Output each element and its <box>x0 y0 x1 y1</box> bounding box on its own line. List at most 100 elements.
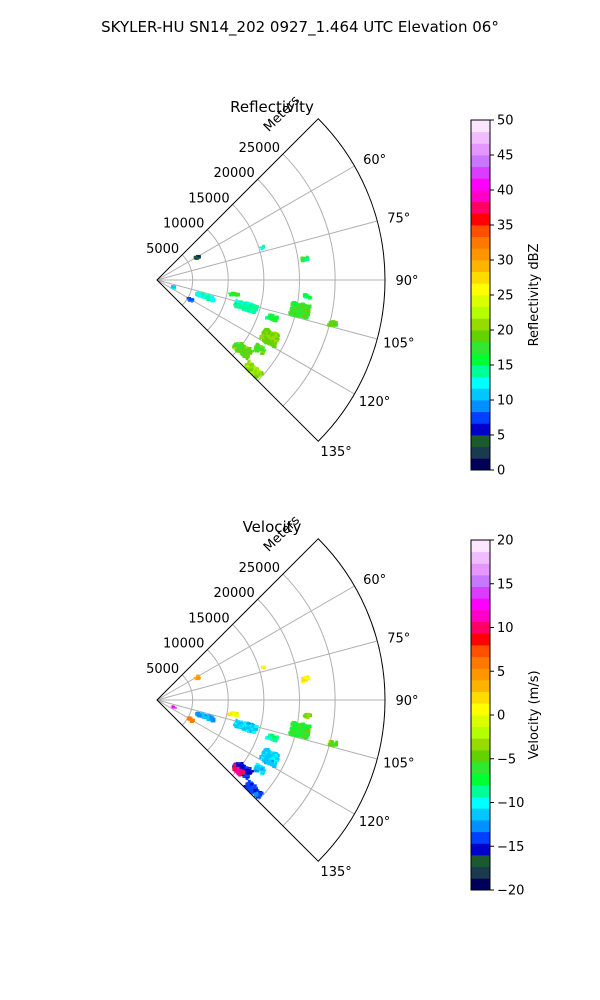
echo-gate <box>261 766 265 770</box>
echo-gate <box>299 307 303 312</box>
echo-gate <box>237 302 241 305</box>
echo-gate <box>276 757 279 761</box>
echo-gate <box>240 342 244 346</box>
echo-gate <box>256 762 259 766</box>
range-tick-label: 25000 <box>239 561 280 576</box>
echo-gate <box>207 295 210 299</box>
echo-gate <box>259 246 264 249</box>
echo-gate <box>250 783 253 786</box>
azimuth-gridline <box>156 699 378 760</box>
echo-gate <box>299 723 302 726</box>
echo-gate <box>172 707 177 709</box>
echo-cluster <box>259 747 280 769</box>
echo-gate <box>238 301 244 305</box>
echo-gate <box>195 712 201 715</box>
echo-gate <box>260 791 264 795</box>
colorbar-segment <box>471 680 490 693</box>
azimuth-tick-label: 135° <box>320 865 351 880</box>
echo-gate <box>308 295 312 300</box>
echo-gate <box>306 310 311 314</box>
echo-gate <box>172 705 176 708</box>
colorbar-segment <box>471 586 490 599</box>
azimuth-tick-label: 90° <box>395 274 418 289</box>
echo-layer <box>170 244 338 380</box>
echo-gate <box>245 768 251 771</box>
echo-gate <box>301 735 306 738</box>
echo-cluster <box>195 291 216 303</box>
echo-gate <box>300 312 304 317</box>
echo-gate <box>298 304 301 308</box>
colorbar-segment <box>471 283 490 296</box>
echo-gate <box>237 764 242 768</box>
echo-gate <box>298 731 301 734</box>
echo-cluster <box>186 716 195 723</box>
echo-gate <box>265 736 270 740</box>
echo-cluster <box>232 763 246 777</box>
velocity-polar-plot: 60° 75° 90° 105° 120° 135° 5000 10000 15000 20000… <box>146 513 418 880</box>
echo-gate <box>260 336 265 339</box>
echo-gate <box>255 346 259 349</box>
echo-gate <box>265 761 270 765</box>
colorbar-segment <box>471 633 490 646</box>
echo-gate <box>246 774 250 778</box>
echo-gate <box>265 341 270 345</box>
echo-gate <box>234 301 238 305</box>
colorbar-tick-label: 15 <box>497 359 514 374</box>
azimuth-gridline <box>156 640 378 701</box>
echo-gate <box>274 336 277 338</box>
colorbar-segment <box>471 796 490 809</box>
colorbar-segment <box>471 143 490 156</box>
echo-gate <box>307 725 312 728</box>
echo-gate <box>247 787 250 791</box>
echo-layer <box>170 665 339 799</box>
range-tick-label: 15000 <box>188 191 229 206</box>
echo-gate <box>270 764 274 767</box>
echo-gate <box>270 314 274 317</box>
echo-gate <box>237 771 241 775</box>
range-tick-label: 20000 <box>213 586 254 601</box>
echo-gate <box>254 768 259 772</box>
echo-gate <box>271 339 274 342</box>
echo-gate <box>235 765 239 768</box>
echo-gate <box>257 346 261 351</box>
echo-gate <box>294 313 299 316</box>
echo-gate <box>327 743 333 747</box>
echo-gate <box>246 302 252 305</box>
echo-gate <box>298 724 301 728</box>
echo-gate <box>260 247 264 251</box>
echo-gate <box>300 256 305 261</box>
echo-gate <box>306 712 311 717</box>
echo-gate <box>234 304 239 309</box>
echo-cluster <box>253 762 267 775</box>
colorbar-segment <box>471 563 490 576</box>
echo-gate <box>301 677 306 679</box>
echo-gate <box>293 312 296 316</box>
echo-gate <box>252 787 257 791</box>
echo-gate <box>331 740 334 743</box>
echo-gate <box>232 766 235 771</box>
echo-gate <box>262 758 267 763</box>
echo-gate <box>247 307 251 309</box>
echo-gate <box>268 338 272 341</box>
colorbar-segment <box>471 773 490 786</box>
echo-gate <box>212 297 215 300</box>
echo-gate <box>248 307 252 311</box>
echo-cluster <box>261 665 266 670</box>
colorbar-segment <box>471 575 490 588</box>
echo-gate <box>304 258 310 261</box>
colorbar-label: Velocity (m/s) <box>527 670 542 759</box>
echo-gate <box>301 730 305 732</box>
echo-cluster <box>232 342 255 361</box>
range-tick-label: 25000 <box>239 141 280 156</box>
figure-suptitle: SKYLER-HU SN14_202 0927_1.464 UTC Elevat… <box>101 18 499 37</box>
echo-gate <box>246 722 252 725</box>
colorbar-segment <box>471 808 490 821</box>
echo-cluster <box>327 740 339 747</box>
colorbar-segment <box>471 621 490 634</box>
colorbar-segment <box>471 761 490 774</box>
echo-gate <box>276 337 279 341</box>
echo-gate <box>259 353 264 355</box>
echo-gate <box>199 292 205 296</box>
echo-gate <box>300 732 304 737</box>
colorbar-label: Reflectivity dBZ <box>527 244 542 347</box>
